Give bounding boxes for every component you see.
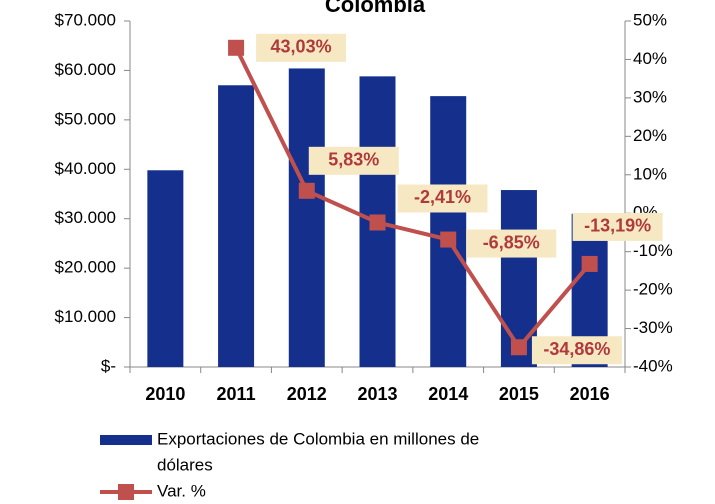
x-tick-label: 2016 — [570, 384, 610, 404]
legend-swatch — [100, 435, 152, 445]
y2-tick-label: 20% — [633, 126, 667, 145]
x-tick-label: 2015 — [499, 384, 539, 404]
bar — [288, 68, 325, 368]
value-label-box — [397, 184, 488, 213]
marker — [440, 231, 457, 248]
y2-tick-label: -40% — [633, 356, 673, 375]
value-label: -13,19% — [584, 216, 651, 236]
marker — [510, 339, 527, 356]
bar — [500, 190, 537, 367]
legend-label-cont: dólares — [157, 455, 213, 474]
y2-tick-label: 30% — [633, 87, 667, 106]
y-tick-label: $30.000 — [55, 208, 116, 227]
y-tick-label: $40.000 — [55, 159, 116, 178]
legend-swatch — [118, 484, 134, 500]
y2-tick-label: -10% — [633, 241, 673, 260]
line — [234, 46, 592, 351]
value-label: 43,03% — [271, 37, 332, 57]
y-tick-label: $10.000 — [55, 307, 116, 326]
value-label-box — [572, 212, 663, 241]
y-tick-label: $50.000 — [55, 109, 116, 128]
y2-tick-label: -30% — [633, 318, 673, 337]
y-tick-label: $- — [101, 356, 116, 375]
y2-tick-label: -20% — [633, 280, 673, 299]
y-tick-label: $60.000 — [55, 60, 116, 79]
value-label: 5,83% — [328, 150, 379, 170]
y2-tick-label: 10% — [633, 164, 667, 183]
x-tick-label: 2014 — [428, 384, 468, 404]
chart-title: Colombia — [325, 0, 426, 17]
y2-tick-label: 40% — [633, 49, 667, 68]
value-label-box — [308, 146, 399, 175]
legend-label: Var. % — [157, 481, 206, 500]
x-tick-label: 2011 — [217, 384, 256, 404]
value-label-box — [466, 229, 557, 258]
y2-tick-label: 50% — [633, 10, 667, 29]
value-label-box — [256, 33, 347, 62]
value-label: -2,41% — [414, 187, 471, 207]
y-tick-label: $70.000 — [55, 10, 116, 29]
x-tick-label: 2013 — [357, 384, 397, 404]
value-label-box — [531, 336, 622, 365]
marker — [298, 182, 315, 199]
x-tick-label: 2012 — [287, 384, 327, 404]
marker — [369, 214, 386, 231]
x-tick-label: 2010 — [145, 384, 185, 404]
bar — [218, 85, 255, 367]
bar — [147, 170, 184, 367]
value-label: -34,86% — [543, 339, 610, 359]
marker — [228, 39, 245, 56]
value-label: -6,85% — [483, 232, 540, 252]
legend-label: Exportaciones de Colombia en millones de — [157, 429, 479, 448]
y-tick-label: $20.000 — [55, 258, 116, 277]
marker — [581, 255, 598, 272]
